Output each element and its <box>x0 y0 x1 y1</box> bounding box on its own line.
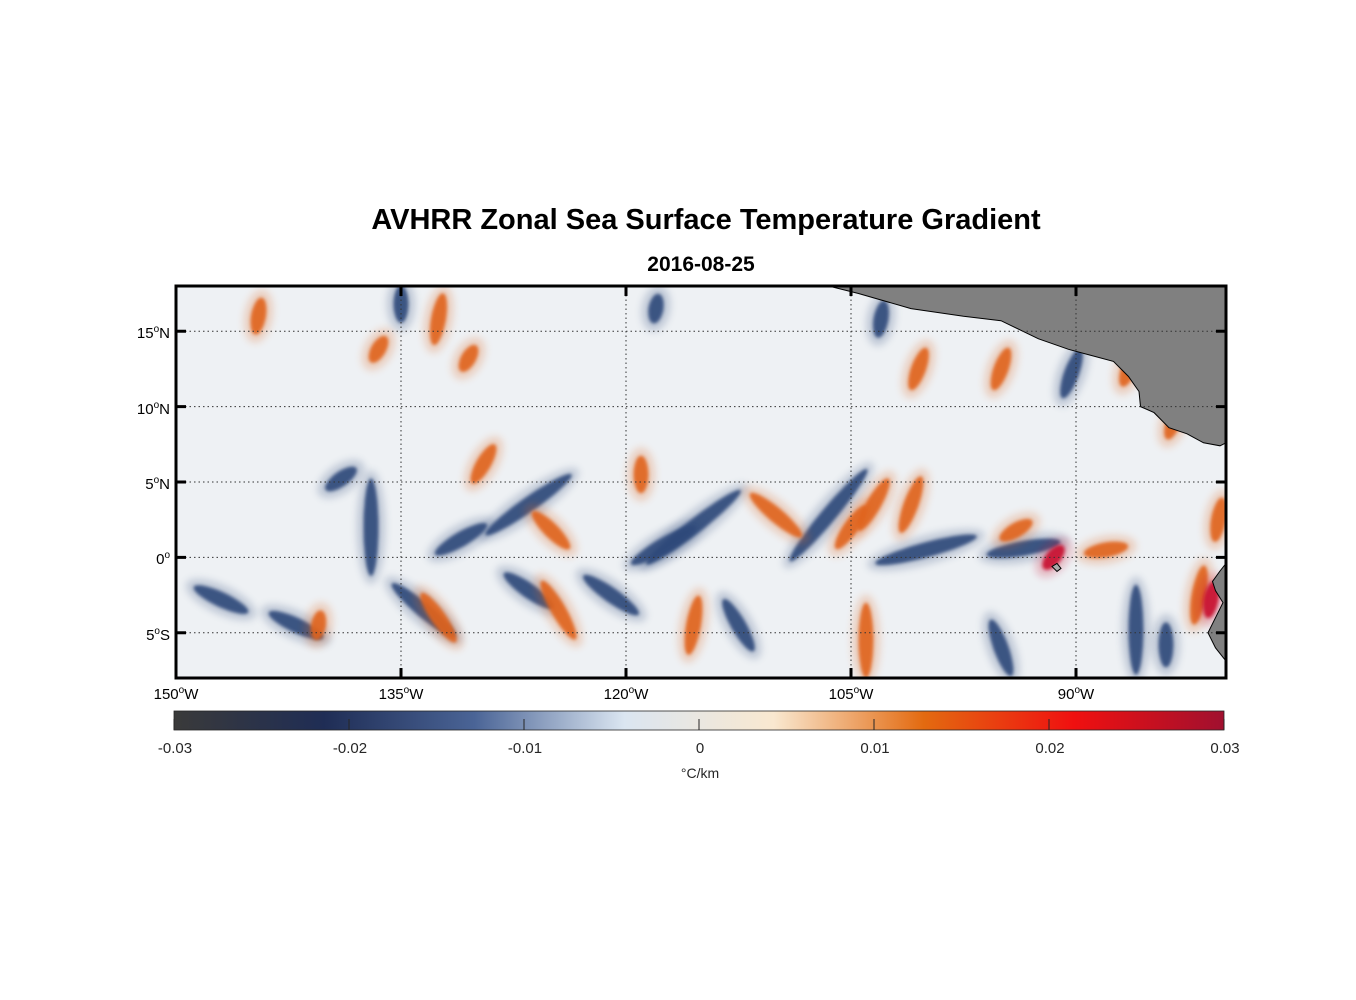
colorbar-tick-label: 0.03 <box>1210 740 1240 757</box>
anomaly-core <box>858 602 874 678</box>
anomaly-core <box>250 297 267 335</box>
anomaly-core <box>583 574 639 616</box>
lat-label: 5oN <box>145 475 170 493</box>
anomaly-core <box>434 522 488 556</box>
gradient-anomaly <box>427 516 495 562</box>
gradient-anomaly <box>678 587 709 663</box>
gradient-anomaly <box>892 468 930 541</box>
anomaly-core <box>630 525 697 566</box>
gradient-anomaly <box>304 602 333 649</box>
gradient-anomaly <box>828 498 874 557</box>
anomaly-core <box>1128 584 1144 675</box>
lon-label: 90oW <box>1057 685 1095 703</box>
anomaly-core <box>990 347 1012 391</box>
anomaly-core <box>834 505 868 550</box>
central-america-land <box>826 286 1226 447</box>
gradient-anomaly <box>901 339 936 398</box>
anomaly-core <box>1060 348 1083 399</box>
anomaly-core <box>898 476 924 533</box>
colorbar-units: °C/km <box>680 765 720 781</box>
gradient-anomaly <box>1152 614 1180 676</box>
gradient-anomaly <box>423 286 454 353</box>
chart-title: AVHRR Zonal Sea Surface Temperature Grad… <box>371 204 1041 236</box>
gradient-anomaly <box>715 591 762 659</box>
anomaly-core <box>749 492 803 538</box>
lat-label: 10oN <box>136 399 170 418</box>
gradient-field <box>186 286 1226 678</box>
gradient-anomaly <box>1053 340 1090 406</box>
colorbar-ramp <box>173 710 1225 731</box>
lat-label: 5oS <box>146 625 170 644</box>
anomaly-core <box>1083 541 1129 559</box>
anomaly-core <box>988 619 1014 677</box>
anomaly-core <box>1158 622 1174 668</box>
anomaly-core <box>684 595 703 655</box>
gradient-anomaly <box>451 337 486 380</box>
gradient-anomaly <box>623 519 704 572</box>
lon-label: 105oW <box>828 685 874 703</box>
gradient-anomaly <box>357 470 385 584</box>
gradient-anomaly <box>243 289 274 343</box>
anomaly-core <box>420 592 457 643</box>
anomaly-core <box>193 585 249 614</box>
anomaly-core <box>429 293 448 346</box>
gradient-anomaly <box>627 447 655 502</box>
anomaly-core <box>470 444 497 484</box>
gradient-anomaly <box>852 594 880 678</box>
gradient-anomaly <box>1122 576 1150 678</box>
anomaly-core <box>1210 497 1226 542</box>
anomaly-core <box>363 478 379 576</box>
anomaly-core <box>310 610 327 641</box>
anomaly-core <box>908 347 929 391</box>
land-mask <box>826 286 1226 662</box>
anomaly-core <box>722 598 755 652</box>
colorbar-ticks <box>173 719 1225 730</box>
lon-label: 120oW <box>603 685 649 703</box>
gradient-anomaly <box>575 568 647 622</box>
gradient-anomaly <box>742 486 810 545</box>
sst-gradient-map <box>174 284 1228 680</box>
anomaly-core <box>458 344 479 372</box>
gradient-anomaly <box>866 292 896 346</box>
anomaly-core <box>368 335 389 363</box>
gradient-anomaly <box>991 512 1041 549</box>
anomaly-core <box>986 538 1061 559</box>
lat-label: 0o <box>156 550 170 569</box>
anomaly-core <box>648 293 664 324</box>
chart-subtitle: 2016-08-25 <box>647 253 755 276</box>
gradient-anomaly <box>534 573 583 647</box>
anomaly-core <box>540 580 577 640</box>
colorbar-tick-label: 0.02 <box>1035 740 1065 757</box>
gradient-anomaly <box>982 611 1020 678</box>
anomaly-core <box>485 473 572 536</box>
lon-label: 135oW <box>378 685 424 703</box>
map-ticks <box>174 286 1226 678</box>
galapagos-islands <box>1051 562 1062 573</box>
gradient-anomaly <box>413 585 464 650</box>
gradient-anomaly <box>361 328 396 371</box>
gradient-anomaly <box>524 504 578 557</box>
colorbar-tick-label: -0.03 <box>157 740 193 757</box>
gradient-anomaly <box>641 286 671 332</box>
colorbar-tick-label: -0.02 <box>332 740 368 757</box>
lon-label: 150oW <box>153 685 199 703</box>
anomaly-core <box>325 466 357 492</box>
anomaly-core <box>633 455 649 494</box>
gradient-anomaly <box>186 579 256 621</box>
gradient-anomaly <box>317 459 365 499</box>
colorbar-tick-label: -0.01 <box>507 740 543 757</box>
anomaly-core <box>872 300 890 338</box>
lat-label: 15oN <box>136 324 170 343</box>
gradient-anomaly <box>464 436 503 492</box>
colorbar-tick-label: 0 <box>695 740 705 757</box>
anomaly-core <box>999 518 1033 542</box>
anomaly-core <box>531 510 571 550</box>
colorbar-tick-label: 0.01 <box>860 740 890 757</box>
gradient-anomaly <box>984 339 1018 398</box>
gradient-anomaly <box>478 468 579 542</box>
